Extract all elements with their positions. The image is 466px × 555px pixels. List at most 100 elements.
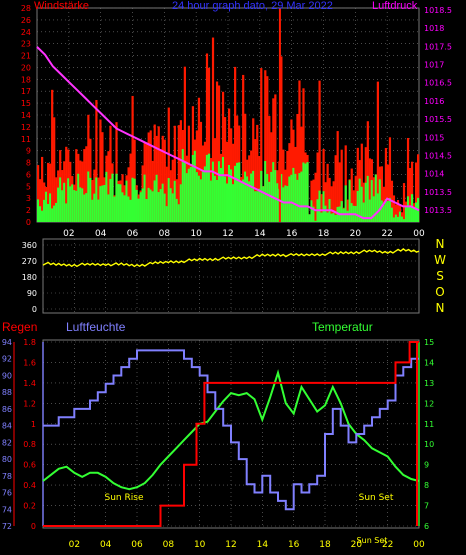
gust-bar [320, 194, 323, 222]
gust-bar [207, 67, 211, 222]
wind-bar [380, 200, 384, 222]
gust-bar [340, 149, 343, 222]
wind-bar [324, 205, 327, 222]
wind-bar [400, 216, 404, 222]
gust-bar [368, 158, 371, 222]
gust-bar [278, 8, 281, 222]
wind-y-tick: 17 [21, 87, 31, 96]
gust-bar [41, 156, 44, 222]
wind-bar [296, 179, 299, 222]
wind-bar [159, 189, 162, 222]
wind-bar [302, 162, 305, 222]
wind-bar [73, 190, 76, 222]
wind-bar [258, 188, 261, 222]
wind-bar [91, 199, 94, 222]
wind-bar [123, 195, 126, 222]
chart-title: 24 hour graph dato, 29 Mar 2022 [172, 0, 333, 12]
wind-bar [145, 199, 148, 222]
wind-bar [262, 186, 265, 222]
temperature-axis-title: Temperatur [312, 320, 373, 334]
wind-bar [59, 177, 62, 222]
gust-bar [396, 200, 400, 222]
gust-bar [109, 125, 112, 222]
wind-bar [280, 174, 283, 222]
gust-bar [87, 114, 90, 222]
gust-bar [197, 97, 201, 222]
gust-bar [161, 135, 164, 222]
wind-bar [135, 189, 138, 222]
gust-bar [49, 163, 52, 222]
wind-bar [67, 178, 70, 222]
wind-x-tick: 04 [95, 229, 107, 239]
wind-bar [286, 186, 289, 222]
gust-bar [298, 80, 301, 222]
gust-bar [410, 161, 414, 222]
gust-bar [211, 37, 215, 222]
wind-y-tick: 21 [21, 52, 31, 61]
gust-bar [47, 162, 50, 222]
wind-bar [240, 182, 243, 222]
gust-bar [173, 125, 176, 222]
gust-bar [39, 179, 42, 222]
wind-axis-title: Windstärke [34, 0, 90, 12]
gust-bar [290, 119, 293, 222]
gust-bar [414, 162, 418, 222]
wind-x-tick: 18 [318, 229, 330, 239]
wind-bar [119, 184, 122, 222]
wind-bar [382, 204, 386, 222]
wind-bar [209, 180, 213, 222]
wind-bar [165, 206, 168, 222]
wind-bar [362, 202, 365, 222]
wind-bar [358, 178, 361, 222]
gust-bar [324, 182, 327, 222]
wind-bar [276, 183, 279, 222]
pressure-y-tick: 1015 [424, 133, 444, 142]
wind-bar [75, 190, 78, 222]
humidity-axis-title: Luftfeuchte [66, 320, 126, 334]
wind-y-tick: 0 [26, 218, 31, 227]
wind-bar [300, 171, 303, 222]
wind-bar [183, 162, 186, 222]
gust-bar [232, 143, 235, 222]
wind-bar [125, 180, 128, 222]
wind-y-tick: 23 [21, 40, 31, 49]
wind-y-tick: 9 [26, 147, 31, 156]
wind-bar [87, 171, 90, 222]
wind-y-tick: 24 [21, 28, 31, 37]
wind-bar [115, 173, 118, 222]
wind-x-tick: 02 [63, 229, 74, 239]
gust-bar [362, 182, 365, 222]
gust-bar [316, 152, 319, 222]
gust-bar [260, 68, 263, 223]
wind-bar [310, 200, 313, 222]
gust-bar [131, 95, 134, 222]
gust-bar [99, 119, 102, 222]
pressure-y-tick: 1017.5 [424, 42, 452, 51]
wind-bar [364, 182, 367, 222]
gust-bar [85, 146, 88, 222]
pressure-y-axis-ticks: 1013.5 1013.5 1014 1014.5 1015 1015.5 1016 1016… [424, 6, 452, 215]
wind-bar [394, 214, 398, 222]
gust-bar [386, 164, 390, 222]
wind-bar [326, 212, 329, 222]
wind-bar [167, 178, 170, 222]
pressure-y-tick: 1018 [424, 24, 444, 33]
wind-bar [95, 177, 98, 222]
wind-bar [193, 150, 197, 222]
wind-bar [388, 197, 392, 222]
wind-bar [350, 203, 353, 222]
gust-bar [274, 94, 277, 222]
gust-bar [223, 117, 227, 222]
wind-x-tick: 14 [254, 229, 266, 239]
wind-bar [320, 212, 323, 222]
gust-bar [272, 98, 275, 222]
pressure-y-tick: 1013.5 [424, 206, 452, 215]
wind-bar [57, 187, 60, 222]
wind-bar [312, 206, 315, 222]
gust-bar [242, 74, 245, 222]
gust-bar [388, 137, 392, 222]
wind-bar [396, 216, 400, 222]
wind-bar [151, 191, 154, 222]
gust-bar [221, 91, 225, 222]
wind-bar [131, 177, 134, 222]
